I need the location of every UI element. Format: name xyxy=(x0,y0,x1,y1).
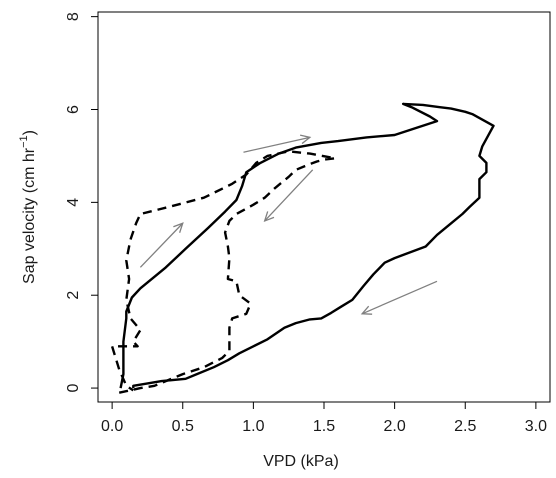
x-tick-label: 2.0 xyxy=(384,418,406,435)
y-axis-label-tail: ) xyxy=(21,130,38,135)
direction-arrow xyxy=(360,280,438,315)
y-tick-label: 6 xyxy=(65,105,82,114)
x-axis: 0.0 0.5 1.0 1.5 2.0 2.5 3.0 xyxy=(101,402,547,435)
y-tick-label: 8 xyxy=(65,12,82,21)
arrow-shaft xyxy=(264,169,314,222)
solid-series-line xyxy=(119,102,495,389)
arrow-shaft xyxy=(243,136,311,153)
x-tick-label: 0.0 xyxy=(101,418,123,435)
x-tick-label: 1.5 xyxy=(313,418,335,435)
arrow-shaft xyxy=(139,222,184,268)
x-tick-label: 2.5 xyxy=(454,418,476,435)
y-axis: 0 2 4 6 8 xyxy=(65,12,98,393)
direction-arrow xyxy=(243,134,312,153)
direction-arrow xyxy=(139,222,184,268)
x-tick-label: 1.0 xyxy=(242,418,264,435)
series-layer xyxy=(110,102,495,394)
arrow-head xyxy=(360,305,373,315)
y-tick-label: 2 xyxy=(65,291,82,300)
x-tick-label: 3.0 xyxy=(525,418,547,435)
arrow-head xyxy=(263,211,275,223)
direction-arrow xyxy=(263,169,314,223)
y-tick-label: 4 xyxy=(65,198,82,207)
x-tick-label: 0.5 xyxy=(172,418,194,435)
arrow-shaft xyxy=(361,280,438,315)
y-axis-label-main: Sap velocity (cm hr xyxy=(21,147,38,284)
arrow-head xyxy=(299,134,312,145)
y-tick-label: 0 xyxy=(65,384,82,393)
dashed-series-line xyxy=(110,150,337,394)
arrow-layer xyxy=(139,134,438,315)
y-axis-label-superscript: −1 xyxy=(18,135,30,148)
arrow-head xyxy=(173,222,184,233)
x-axis-label: VPD (kPa) xyxy=(263,453,339,470)
y-axis-label: Sap velocity (cm hr−1) xyxy=(18,130,38,284)
